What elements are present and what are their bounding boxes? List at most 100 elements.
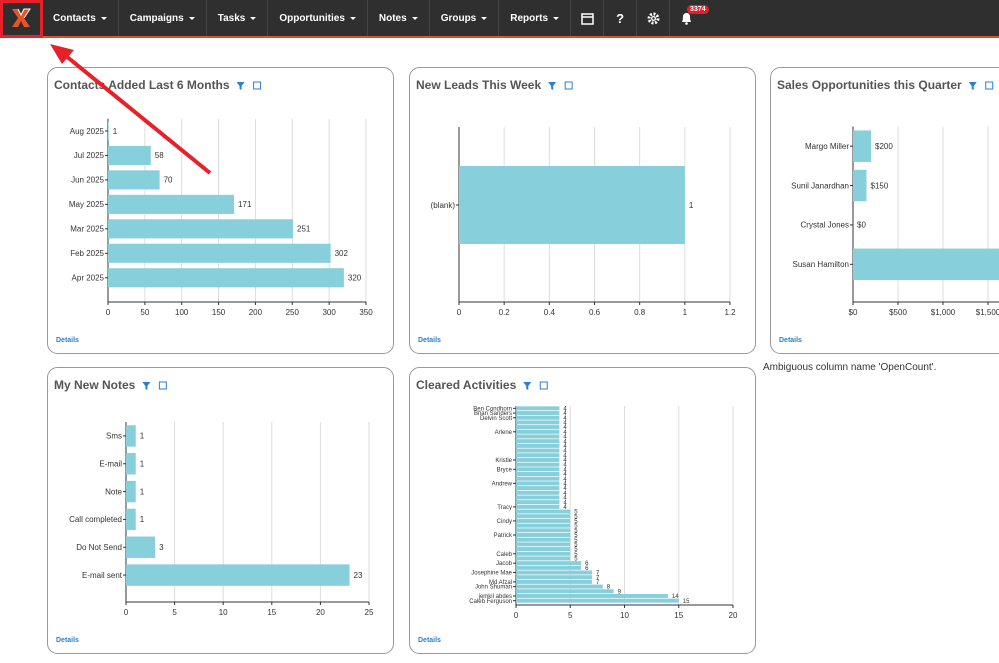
help-icon[interactable]: ? [604, 0, 638, 36]
bar [516, 589, 614, 594]
data-label: 1 [140, 487, 145, 496]
nav-item[interactable]: Groups [430, 0, 500, 36]
data-label: 1 [113, 127, 118, 136]
nav-item[interactable]: Notes [368, 0, 430, 36]
settings-icon[interactable] [637, 0, 671, 36]
filter-icon[interactable] [523, 382, 532, 390]
nav-item[interactable]: Campaigns [119, 0, 207, 36]
data-label: 302 [335, 249, 349, 258]
details-link[interactable]: Details [779, 337, 802, 344]
bar [516, 532, 571, 537]
x-tick-label: 100 [175, 308, 189, 317]
data-label: 4 [563, 435, 567, 441]
details-link[interactable]: Details [418, 337, 441, 344]
details-link[interactable]: Details [56, 337, 79, 344]
bar [108, 170, 160, 190]
data-label: 1 [140, 460, 145, 469]
details-link[interactable]: Details [418, 637, 441, 644]
nav-item[interactable]: Reports [499, 0, 572, 36]
badge: 3374 [687, 5, 709, 14]
y-tick-label: Susan Hamilton [793, 260, 849, 269]
y-tick-label: jemkil abdes [478, 594, 512, 600]
x-tick-label: 0 [106, 308, 111, 317]
bar [126, 480, 136, 503]
bar [516, 462, 560, 467]
data-label: $0 [857, 221, 866, 230]
data-label: 5 [574, 514, 578, 520]
data-label: 23 [354, 571, 363, 580]
data-label: 15 [683, 599, 690, 605]
bar [516, 523, 571, 528]
bar [108, 194, 235, 214]
x-tick-label: 10 [219, 608, 228, 617]
data-label: 5 [574, 533, 578, 539]
data-label: 6 [585, 561, 589, 567]
bar [516, 537, 571, 542]
data-label: 5 [574, 510, 578, 516]
data-label: 7 [596, 575, 600, 581]
bar [126, 536, 156, 558]
notifications-icon[interactable]: 3374 [670, 0, 709, 36]
bar [516, 495, 560, 500]
data-label: 5 [574, 528, 578, 534]
data-label: 4 [563, 416, 567, 422]
bar [516, 476, 560, 481]
calendar-icon[interactable] [571, 0, 605, 36]
data-label: 4 [563, 449, 567, 455]
bar [516, 406, 560, 411]
x-tick-label: 20 [316, 608, 325, 617]
bar [516, 575, 592, 580]
data-label: $150 [871, 181, 889, 190]
data-label: 5 [574, 557, 578, 563]
bar [516, 518, 571, 523]
filter-icon[interactable] [968, 82, 977, 90]
y-tick-label: Kristle [495, 458, 512, 464]
bar [516, 411, 560, 416]
edit-icon[interactable] [158, 381, 167, 390]
y-tick-label: Jacob [496, 561, 513, 567]
y-tick-label: Brian Sanders [474, 411, 512, 417]
y-tick-label: Arlene [495, 430, 513, 436]
bar [516, 490, 560, 495]
bar [516, 547, 571, 552]
details-link[interactable]: Details [56, 637, 79, 644]
bar [516, 593, 668, 598]
data-label: 4 [563, 472, 567, 478]
x-tick-label: 300 [322, 308, 336, 317]
bar [853, 248, 999, 281]
bar [108, 121, 109, 141]
data-label: 4 [563, 444, 567, 450]
edit-icon[interactable] [985, 81, 994, 90]
edit-icon[interactable] [564, 81, 573, 90]
x-tick-label: $0 [849, 308, 858, 317]
edit-icon[interactable] [539, 381, 548, 390]
bar [516, 570, 592, 575]
x-tick-label: 10 [620, 611, 629, 620]
y-tick-label: Jun 2025 [71, 176, 104, 185]
nav-item[interactable]: Contacts [42, 0, 119, 36]
bar [853, 169, 867, 202]
nav-item[interactable]: Opportunities [268, 0, 368, 36]
edit-icon[interactable] [253, 81, 262, 90]
filter-icon[interactable] [142, 382, 151, 390]
data-label: 4 [563, 421, 567, 427]
data-label: 4 [563, 453, 567, 459]
x-tick-label: 1.2 [724, 308, 736, 317]
logo[interactable] [0, 0, 42, 36]
filter-icon[interactable] [236, 82, 245, 90]
data-label: 4 [563, 430, 567, 436]
bar [516, 542, 571, 547]
bar [516, 443, 560, 448]
bar [516, 551, 571, 556]
filter-icon[interactable] [548, 82, 557, 90]
panel-title: New Leads This Week [416, 78, 541, 92]
y-tick-label: Feb 2025 [70, 249, 104, 258]
x-tick-label: 350 [359, 308, 373, 317]
nav-item[interactable]: Tasks [207, 0, 269, 36]
data-label: 1 [140, 432, 145, 441]
bar [516, 420, 560, 425]
data-label: 5 [574, 552, 578, 558]
y-tick-label: E-mail [99, 460, 122, 469]
x-tick-label: 0 [124, 608, 129, 617]
